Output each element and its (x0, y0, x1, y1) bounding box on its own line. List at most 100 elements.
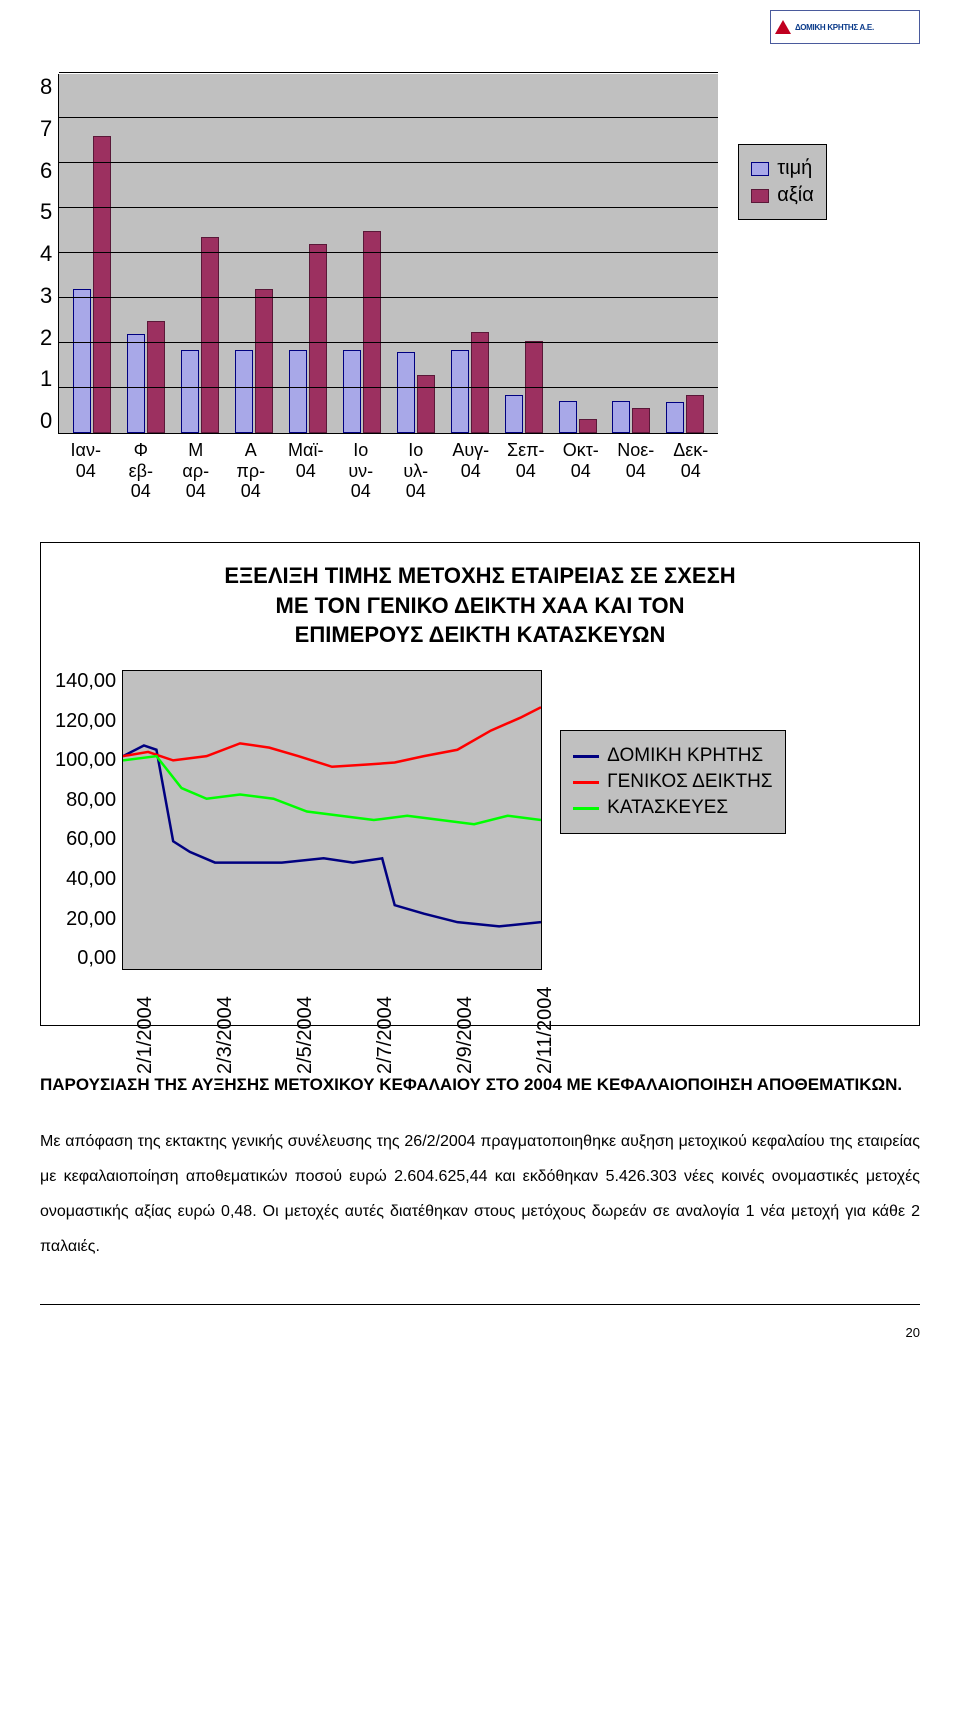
bar (201, 237, 219, 433)
legend-line-icon (573, 781, 599, 784)
bar (181, 350, 199, 433)
bar-y-tick: 5 (40, 199, 52, 225)
bar-y-tick: 6 (40, 158, 52, 184)
bar-group (443, 332, 497, 433)
bar (343, 350, 361, 433)
bar (666, 402, 684, 434)
bar-group (227, 289, 281, 433)
line-series (123, 746, 541, 927)
bar-y-tick: 8 (40, 74, 52, 100)
bar-y-tick: 4 (40, 241, 52, 267)
bar-y-tick: 0 (40, 408, 52, 434)
line-y-tick: 100,00 (55, 749, 116, 772)
bar (255, 289, 273, 433)
bar (73, 289, 91, 433)
legend-label: αξία (777, 184, 814, 207)
bar (289, 350, 307, 433)
bar-x-label: Δεκ-04 (663, 434, 718, 502)
bar (147, 321, 165, 434)
bar (451, 350, 469, 433)
bar (397, 352, 415, 433)
bar-x-label: Ιουν-04 (333, 434, 388, 502)
line-y-tick: 20,00 (55, 908, 116, 931)
bar (93, 136, 111, 433)
logo-triangle-icon (775, 20, 791, 34)
company-logo: ΔΟΜΙΚΗ ΚΡΗΤΗΣ Α.Ε. (770, 10, 920, 44)
line-series (123, 707, 541, 767)
bar-group (604, 401, 658, 433)
bar-x-label: Σεπ-04 (498, 434, 553, 502)
bar-y-tick: 2 (40, 325, 52, 351)
bar-x-label: Οκτ-04 (553, 434, 608, 502)
bar (363, 231, 381, 434)
legend-label: ΓΕΝΙΚΟΣ ΔΕΙΚΤΗΣ (607, 771, 772, 793)
bar-chart-plot-area (58, 74, 718, 434)
legend-item: αξία (751, 184, 814, 207)
body-paragraph: Με απόφαση της εκτακτης γενικής συνέλευσ… (40, 1124, 920, 1265)
bar-x-label: Μαϊ-04 (278, 434, 333, 502)
bar-chart-x-axis: Ιαν-04Φεβ-04Μαρ-04Απρ-04Μαϊ-04Ιουν-04Ιου… (58, 434, 718, 502)
line-y-tick: 120,00 (55, 710, 116, 733)
line-chart-plot-area (122, 670, 542, 970)
line-chart-title: ΕΞΕΛΙΞΗ ΤΙΜΗΣ ΜΕΤΟΧΗΣ ΕΤΑΙΡΕΙΑΣ ΣΕ ΣΧΕΣΗ… (55, 561, 905, 650)
legend-line-icon (573, 807, 599, 810)
bar-group (389, 352, 443, 433)
bar-chart: 8 7 6 5 4 3 2 1 0 Ιαν-04Φεβ-04Μαρ-04Απρ-04Μαϊ-04… (40, 74, 920, 502)
page-number: 20 (40, 1304, 920, 1370)
bar (309, 244, 327, 433)
bar-group (65, 136, 119, 433)
line-x-label: 2/1/2004 (134, 1054, 157, 1074)
line-x-label: 2/11/2004 (534, 1054, 557, 1074)
bar (471, 332, 489, 433)
line-x-label: 2/7/2004 (374, 1054, 397, 1074)
line-x-label: 2/3/2004 (214, 1054, 237, 1074)
bar-group (173, 237, 227, 433)
section-heading: ΠΑΡΟΥΣΙΑΣΗ ΤΗΣ ΑΥΞΗΣΗΣ ΜΕΤΟΧΙΚΟΥ ΚΕΦΑΛΑΙ… (40, 1066, 920, 1103)
legend-item: τιμή (751, 157, 814, 180)
bar-chart-y-axis: 8 7 6 5 4 3 2 1 0 (40, 74, 58, 434)
bar-y-tick: 7 (40, 116, 52, 142)
logo-text: ΔΟΜΙΚΗ ΚΡΗΤΗΣ Α.Ε. (795, 23, 874, 32)
line-y-tick: 60,00 (55, 828, 116, 851)
legend-item: ΓΕΝΙΚΟΣ ΔΕΙΚΤΗΣ (573, 771, 772, 793)
line-y-tick: 40,00 (55, 868, 116, 891)
bar-x-label: Ιουλ-04 (388, 434, 443, 502)
bar (505, 395, 523, 433)
bar-x-label: Απρ-04 (223, 434, 278, 502)
legend-swatch-icon (751, 162, 769, 176)
logo-row: ΔΟΜΙΚΗ ΚΡΗΤΗΣ Α.Ε. (40, 0, 920, 74)
line-x-label: 2/5/2004 (294, 1054, 317, 1074)
bar (686, 395, 704, 433)
bar-group (119, 321, 173, 434)
legend-swatch-icon (751, 189, 769, 203)
line-chart-legend: ΔΟΜΙΚΗ ΚΡΗΤΗΣ ΓΕΝΙΚΟΣ ΔΕΙΚΤΗΣ ΚΑΤΑΣΚΕΥΕΣ (560, 730, 785, 834)
legend-item: ΚΑΤΑΣΚΕΥΕΣ (573, 797, 772, 819)
bar (235, 350, 253, 433)
bar-x-label: Αυγ-04 (443, 434, 498, 502)
bar-group (551, 401, 605, 433)
line-y-tick: 0,00 (55, 947, 116, 970)
line-x-label: 2/9/2004 (454, 1054, 477, 1074)
line-chart-container: ΕΞΕΛΙΞΗ ΤΙΜΗΣ ΜΕΤΟΧΗΣ ΕΤΑΙΡΕΙΑΣ ΣΕ ΣΧΕΣΗ… (40, 542, 920, 1026)
legend-line-icon (573, 755, 599, 758)
bar (127, 334, 145, 433)
bar-group (658, 395, 712, 433)
bar-x-label: Ιαν-04 (58, 434, 113, 502)
bar (579, 419, 597, 433)
line-y-tick: 80,00 (55, 789, 116, 812)
legend-label: ΚΑΤΑΣΚΕΥΕΣ (607, 797, 728, 819)
bar (632, 408, 650, 433)
bar (559, 401, 577, 433)
legend-label: ΔΟΜΙΚΗ ΚΡΗΤΗΣ (607, 745, 763, 767)
bar-y-tick: 1 (40, 366, 52, 392)
bar-y-tick: 3 (40, 283, 52, 309)
bar-x-label: Φεβ-04 (113, 434, 168, 502)
bar-x-label: Νοε-04 (608, 434, 663, 502)
bar-group (281, 244, 335, 433)
line-chart-x-axis: 2/1/20042/3/20042/5/20042/7/20042/9/2004… (122, 978, 542, 1001)
line-chart-y-axis: 140,00 120,00 100,00 80,00 60,00 40,00 20,00 0,… (55, 670, 122, 970)
line-y-tick: 140,00 (55, 670, 116, 693)
bar-chart-legend: τιμή αξία (738, 144, 827, 220)
legend-label: τιμή (777, 157, 812, 180)
bar (612, 401, 630, 433)
